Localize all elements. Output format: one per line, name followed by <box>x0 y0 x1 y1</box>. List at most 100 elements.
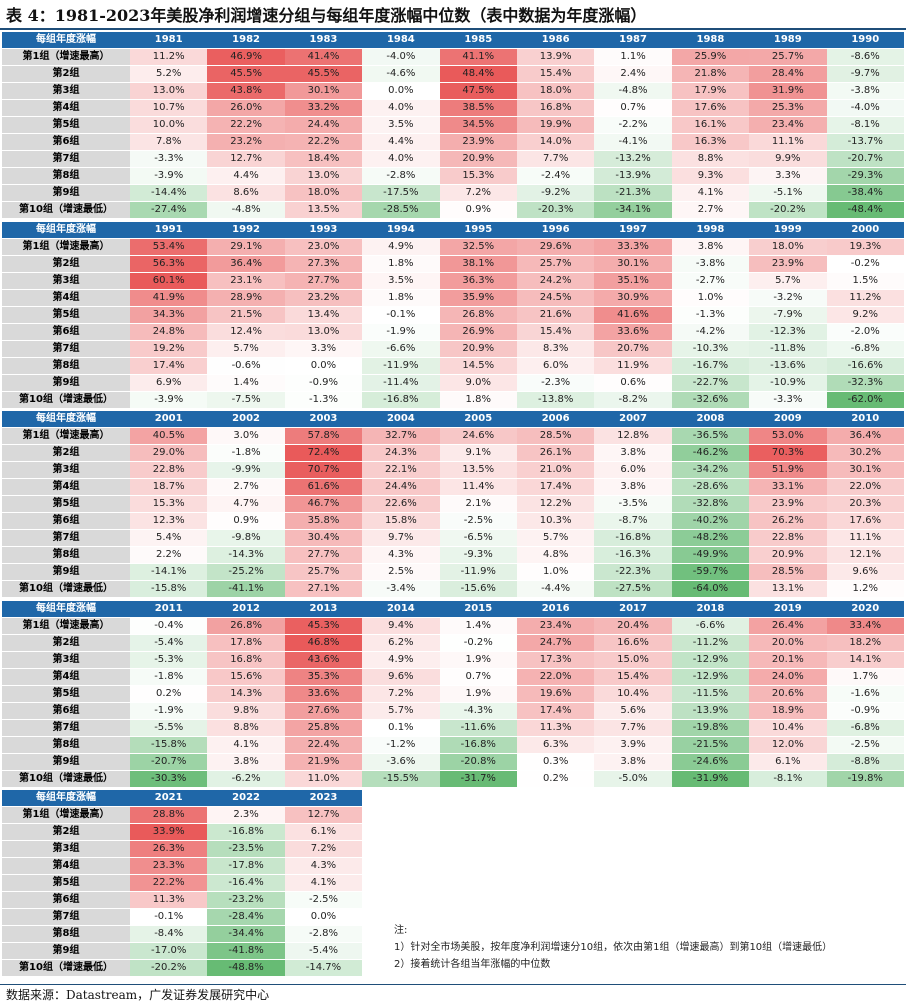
value-cell: 18.0% <box>749 238 827 256</box>
value-cell: 1.1% <box>594 48 672 66</box>
value-cell: 20.6% <box>749 685 827 703</box>
value-cell: -3.9% <box>130 391 208 409</box>
value-cell: -9.8% <box>207 529 285 547</box>
value-cell: -20.8% <box>439 753 517 771</box>
value-cell: 25.7% <box>284 563 363 581</box>
table-row: 第9组 -20.7% 3.8% 21.9% -3.6% -20.8% 0.3% 3.8% -24… <box>2 753 904 771</box>
value-cell: -7.5% <box>207 391 285 409</box>
value-cell: -20.3% <box>516 201 595 219</box>
value-cell: 28.5% <box>516 427 595 445</box>
value-cell: 23.9% <box>439 133 517 151</box>
value-cell: 9.6% <box>362 668 440 686</box>
value-cell: 22.2% <box>284 133 363 151</box>
table-row: 第3组 -5.3% 16.8% 43.6% 4.9% 1.9% 17.3% 15.0% -12.… <box>2 651 904 669</box>
group-label: 第9组 <box>2 184 130 202</box>
value-cell: 24.3% <box>362 444 440 462</box>
year-header: 1990 <box>826 32 904 49</box>
value-cell: -30.3% <box>130 770 208 788</box>
value-cell: -4.4% <box>516 580 595 598</box>
value-cell: 70.3% <box>749 444 827 462</box>
group-label: 第6组 <box>2 512 130 530</box>
value-cell: 18.7% <box>130 478 208 496</box>
value-cell: 17.8% <box>207 634 285 652</box>
value-cell: 3.8% <box>594 444 672 462</box>
value-cell: 0.3% <box>516 753 595 771</box>
value-cell: 23.4% <box>749 116 827 134</box>
value-cell: 2.5% <box>362 563 440 581</box>
value-cell: -0.9% <box>284 374 363 392</box>
group-label: 第9组 <box>2 374 130 392</box>
table-row: 第6组 12.3% 0.9% 35.8% 15.8% -2.5% 10.3% -8.7% -40… <box>2 512 904 530</box>
year-header: 2020 <box>826 601 904 618</box>
year-header: 2013 <box>284 601 363 618</box>
value-cell: 26.3% <box>130 840 208 858</box>
value-cell: -16.8% <box>439 736 517 754</box>
value-cell: -2.4% <box>516 167 595 185</box>
value-cell: -17.0% <box>130 942 208 960</box>
value-cell: 38.5% <box>439 99 517 117</box>
value-cell: -3.4% <box>362 580 440 598</box>
value-cell: 11.2% <box>130 48 208 66</box>
table-row: 第10组（增速最低） -3.9% -7.5% -1.3% -16.8% 1.8% -13.8… <box>2 391 904 409</box>
value-cell: 15.6% <box>207 668 285 686</box>
value-cell: 0.9% <box>207 512 285 530</box>
value-cell: 0.0% <box>284 357 363 375</box>
notes-heading: 注: <box>394 925 408 936</box>
value-cell: 45.5% <box>207 65 285 83</box>
value-cell: 12.4% <box>207 323 285 341</box>
value-cell: 10.4% <box>749 719 827 737</box>
value-cell: 5.7% <box>362 702 440 720</box>
value-cell: 3.5% <box>362 116 440 134</box>
value-cell: -41.1% <box>207 580 285 598</box>
group-label: 第8组 <box>2 736 130 754</box>
value-cell: 24.4% <box>284 116 363 134</box>
value-cell: 16.3% <box>671 133 750 151</box>
value-cell: 40.5% <box>130 427 208 445</box>
value-cell: -13.2% <box>594 150 672 168</box>
value-cell: 8.3% <box>516 340 595 358</box>
value-cell: -8.1% <box>826 116 904 134</box>
group-label: 第2组 <box>2 823 130 841</box>
value-cell: 1.4% <box>439 617 517 635</box>
value-cell: 21.8% <box>671 65 750 83</box>
value-cell: -0.6% <box>207 357 285 375</box>
value-cell: -0.1% <box>362 306 440 324</box>
table-row: 第9组 -14.4% 8.6% 18.0% -17.5% 7.2% -9.2% -21.3% 4… <box>2 184 904 202</box>
value-cell: -3.3% <box>749 391 827 409</box>
value-cell: 20.9% <box>439 340 517 358</box>
value-cell: -34.1% <box>594 201 672 219</box>
value-cell: 20.7% <box>594 340 672 358</box>
year-header: 1996 <box>516 222 595 239</box>
value-cell: 10.4% <box>594 685 672 703</box>
table-row: 第7组 -3.3% 12.7% 18.4% 4.0% 20.9% 7.7% -13.2% 8.8… <box>2 150 904 168</box>
value-cell: 33.2% <box>284 99 363 117</box>
value-cell: 46.8% <box>284 634 363 652</box>
value-cell: -23.2% <box>207 891 285 909</box>
value-cell: 41.4% <box>284 48 363 66</box>
value-cell: -15.5% <box>362 770 440 788</box>
value-cell: 30.4% <box>284 529 363 547</box>
value-cell: -4.0% <box>826 99 904 117</box>
table-row: 第3组 26.3% -23.5% 7.2% <box>2 840 363 858</box>
value-cell: 13.1% <box>749 580 827 598</box>
value-cell: 4.8% <box>516 546 595 564</box>
value-cell: 28.5% <box>749 563 827 581</box>
value-cell: -38.4% <box>826 184 904 202</box>
group-label: 第3组 <box>2 651 130 669</box>
value-cell: 3.8% <box>671 238 750 256</box>
value-cell: 22.4% <box>284 736 363 754</box>
value-cell: 23.2% <box>207 133 285 151</box>
value-cell: -1.2% <box>362 736 440 754</box>
value-cell: -31.7% <box>439 770 517 788</box>
value-cell: 28.9% <box>207 289 285 307</box>
group-label: 第10组（增速最低） <box>2 770 130 788</box>
year-header: 1997 <box>594 222 672 239</box>
value-cell: 32.7% <box>362 427 440 445</box>
value-cell: 24.8% <box>130 323 208 341</box>
group-label: 第5组 <box>2 874 130 892</box>
table-row: 第2组 -5.4% 17.8% 46.8% 6.2% -0.2% 24.7% 16.6% -11… <box>2 634 904 652</box>
group-label: 第5组 <box>2 495 130 513</box>
group-label: 第4组 <box>2 478 130 496</box>
value-cell: 20.1% <box>749 651 827 669</box>
value-cell: 31.9% <box>749 82 827 100</box>
